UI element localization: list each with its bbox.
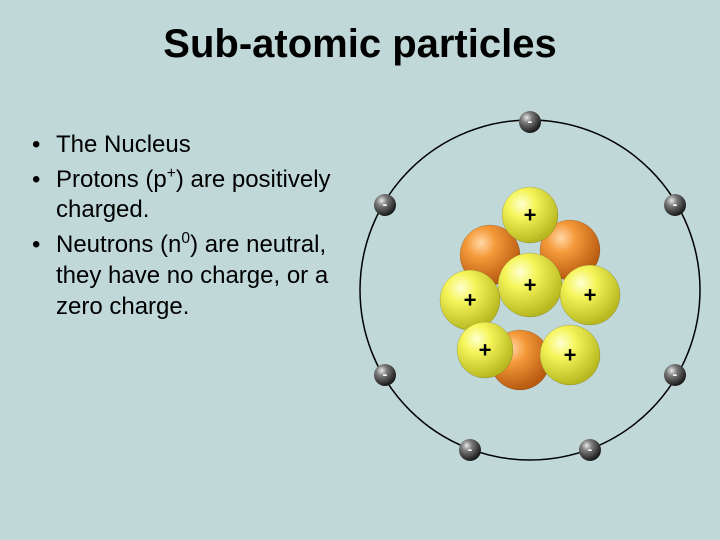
proton-label: +	[464, 288, 477, 313]
atom-diagram: ++++++-------	[355, 110, 705, 470]
electron-label: -	[468, 441, 473, 457]
proton-label: +	[524, 273, 537, 298]
proton-label: +	[564, 343, 577, 368]
electron-label: -	[588, 441, 593, 457]
electron-label: -	[383, 196, 388, 212]
electron-label: -	[673, 366, 678, 382]
page-title: Sub-atomic particles	[0, 0, 720, 67]
bullet-item: •Protons (p+) are positively charged.	[32, 165, 352, 226]
proton-label: +	[584, 283, 597, 308]
electron-label: -	[383, 366, 388, 382]
bullet-text: Protons (p+) are positively charged.	[56, 165, 352, 226]
electron-label: -	[673, 196, 678, 212]
proton-label: +	[479, 338, 492, 363]
bullet-item: •The Nucleus	[32, 130, 352, 161]
electron-label: -	[528, 113, 533, 129]
bullet-text: Neutrons (n0) are neutral, they have no …	[56, 230, 352, 322]
bullet-item: •Neutrons (n0) are neutral, they have no…	[32, 230, 352, 322]
proton-label: +	[524, 203, 537, 228]
bullet-list: •The Nucleus •Protons (p+) are positively…	[32, 130, 352, 326]
bullet-text: The Nucleus	[56, 130, 352, 161]
